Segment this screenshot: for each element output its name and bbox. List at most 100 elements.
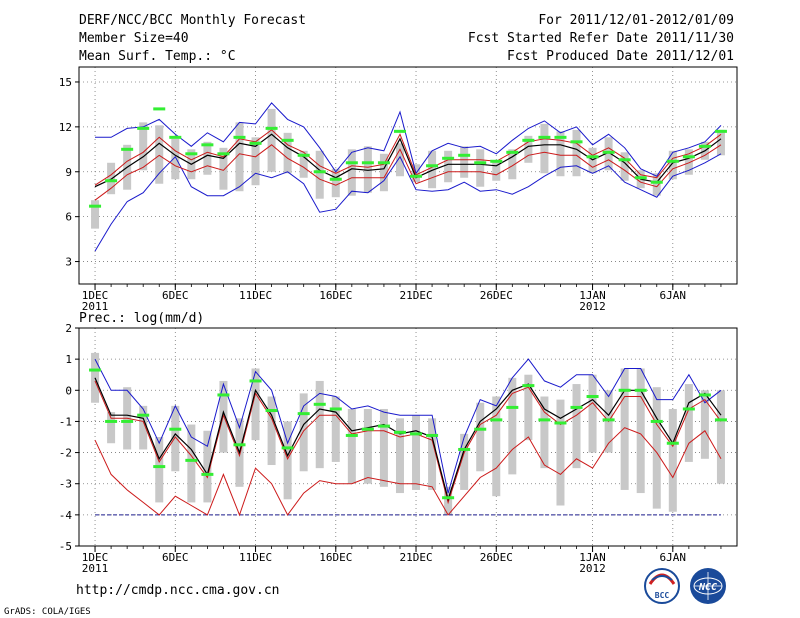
observation-mark	[570, 405, 583, 409]
spread-box	[540, 123, 549, 174]
x-tick-sublabel: 2011	[82, 562, 109, 575]
x-tick-label: 11DEC	[239, 289, 272, 302]
spread-box	[652, 173, 661, 196]
spread-box	[556, 131, 565, 177]
x-tick-label: 1JAN	[579, 551, 606, 564]
spread-box	[460, 433, 469, 490]
spread-box	[203, 141, 212, 175]
observation-mark	[153, 107, 166, 111]
series-red-lower-line	[94, 144, 722, 201]
observation-mark	[618, 158, 631, 162]
spread-box	[668, 408, 677, 512]
x-tick-sublabel: 2012	[579, 300, 606, 313]
observation-mark	[249, 141, 262, 145]
observation-mark	[586, 395, 599, 399]
spread-box	[155, 125, 164, 184]
observation-mark	[522, 138, 535, 142]
y-tick-label: -1	[59, 415, 72, 428]
series-mean-line	[94, 133, 722, 188]
y-tick-label: 15	[59, 76, 72, 89]
spread-box	[700, 390, 709, 459]
spread-box	[716, 390, 725, 484]
observation-mark	[201, 472, 214, 476]
observation-mark	[393, 129, 406, 133]
y-tick-label: 12	[59, 121, 72, 134]
observation-mark	[506, 150, 519, 154]
x-tick-label: 6JAN	[660, 289, 687, 302]
observation-mark	[137, 126, 150, 130]
spread-box	[508, 377, 517, 475]
observation-mark	[538, 418, 551, 422]
observation-mark	[361, 427, 374, 431]
spread-box	[428, 418, 437, 490]
ncc-logo: NCC	[690, 568, 726, 604]
ncc-logo-text: NCC	[698, 582, 717, 593]
spread-box	[652, 387, 661, 509]
spread-box	[492, 396, 501, 497]
observation-mark	[602, 418, 615, 422]
observation-mark	[217, 393, 230, 397]
y-tick-label: -3	[59, 478, 72, 491]
spread-box	[283, 421, 292, 500]
observation-mark	[313, 402, 326, 406]
series-red-lower-line	[94, 427, 722, 517]
y-tick-label: 3	[65, 256, 72, 269]
spread-box	[588, 374, 597, 453]
observation-mark	[458, 153, 471, 157]
forecast-produced-label: Fcst Produced Date 2011/12/01	[507, 49, 734, 64]
source-url[interactable]: http://cmdp.ncc.cma.gov.cn	[76, 583, 280, 598]
observation-mark	[265, 409, 278, 413]
observation-mark	[426, 164, 439, 168]
spread-box	[444, 150, 453, 183]
observation-mark	[698, 144, 711, 148]
spread-box	[251, 368, 260, 441]
observation-mark	[233, 135, 246, 139]
series-upper-line	[94, 358, 722, 494]
spread-box	[107, 412, 116, 444]
y-tick-label: -4	[59, 509, 73, 522]
observation-mark	[490, 159, 503, 163]
x-tick-label: 26DEC	[480, 551, 513, 564]
observation-mark	[618, 388, 631, 392]
spread-box	[684, 149, 693, 175]
spread-box	[267, 108, 276, 172]
observation-mark	[185, 458, 198, 462]
spread-box	[331, 168, 340, 198]
spread-box	[716, 129, 725, 156]
x-tick-label: 1DEC	[82, 551, 109, 564]
observation-mark	[313, 170, 326, 174]
spread-box	[508, 149, 517, 180]
x-tick-label: 1JAN	[579, 289, 606, 302]
series-mean-line	[94, 377, 722, 502]
member-size-label: Member Size=40	[79, 31, 189, 46]
observation-mark	[137, 413, 150, 417]
x-tick-label: 21DEC	[399, 551, 432, 564]
observation-mark	[474, 427, 487, 431]
observation-mark	[634, 388, 647, 392]
observation-mark	[377, 424, 390, 428]
observation-mark	[682, 155, 695, 159]
observation-mark	[297, 153, 310, 157]
observation-mark	[554, 421, 567, 425]
observation-mark	[698, 393, 711, 397]
observation-mark	[714, 418, 727, 422]
spread-box	[299, 393, 308, 472]
spread-box	[524, 374, 533, 441]
spread-box	[267, 396, 276, 466]
spread-box	[476, 149, 485, 187]
observation-mark	[602, 150, 615, 154]
spread-box	[620, 368, 629, 490]
spread-box	[363, 146, 372, 193]
observation-mark	[586, 155, 599, 159]
plot-frame	[78, 66, 738, 285]
observation-mark	[490, 418, 503, 422]
y-tick-label: 0	[65, 384, 72, 397]
observation-mark	[89, 204, 102, 208]
temperature-variable-label: Mean Surf. Temp.: °C	[79, 49, 236, 64]
observation-mark	[538, 135, 551, 139]
plot-frame	[78, 327, 738, 547]
series-red-upper-line	[94, 129, 722, 186]
spread-box	[315, 380, 324, 469]
